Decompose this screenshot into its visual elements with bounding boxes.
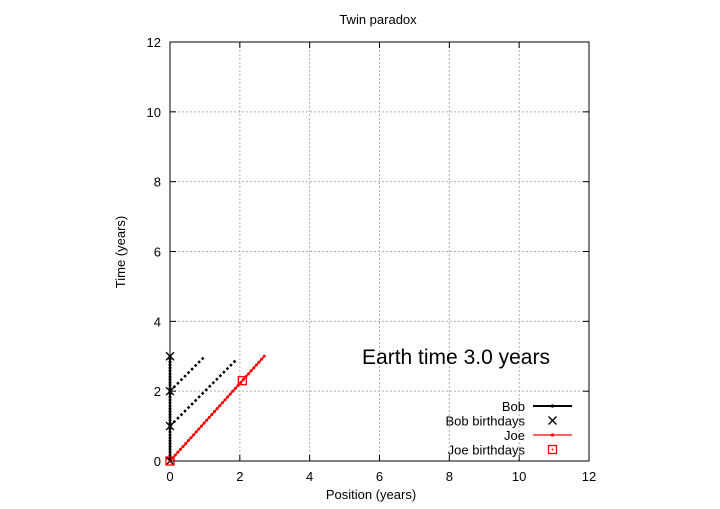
y-tick-label: 12 xyxy=(147,35,161,50)
x-tick-label: 10 xyxy=(512,469,526,484)
joe-point xyxy=(249,369,253,373)
light-ray xyxy=(169,355,206,393)
x-tick-label: 6 xyxy=(376,469,383,484)
legend-sample xyxy=(547,444,558,455)
x-tick-label: 0 xyxy=(166,469,173,484)
joe-point xyxy=(207,415,211,419)
joe-point xyxy=(181,444,185,448)
joe-point xyxy=(220,401,224,405)
joe-point xyxy=(262,354,266,358)
legend-item: Joe birthdays xyxy=(448,443,558,458)
legend-item: Bob xyxy=(502,399,572,414)
joe-point xyxy=(228,392,232,396)
joe-point xyxy=(226,395,230,399)
joe-point xyxy=(215,407,219,411)
joe-point xyxy=(260,357,264,361)
x-axis-label: Position (years) xyxy=(326,487,416,502)
legend-item: Bob birthdays xyxy=(446,414,557,429)
legend-item: Joe xyxy=(504,428,572,443)
y-tick-label: 4 xyxy=(154,314,161,329)
joe-point xyxy=(231,389,235,393)
legend-sample-point xyxy=(550,404,555,408)
light-ray xyxy=(169,358,238,427)
x-tick-label: 4 xyxy=(306,469,313,484)
y-tick-label: 2 xyxy=(154,384,161,399)
joe-point xyxy=(254,363,258,367)
grid xyxy=(170,42,589,461)
joe-point xyxy=(184,442,188,446)
legend-label: Joe birthdays xyxy=(448,443,526,458)
joe-point xyxy=(239,380,243,384)
x-tick-label: 12 xyxy=(582,469,596,484)
legend-sample-point xyxy=(551,448,554,451)
legend-label: Bob birthdays xyxy=(446,414,526,429)
series-layer xyxy=(165,351,266,466)
joe-point xyxy=(186,439,190,443)
earth-time-annotation: Earth time 3.0 years xyxy=(362,346,550,369)
y-tick-label: 8 xyxy=(154,175,161,190)
y-axis-label: Time (years) xyxy=(113,216,128,288)
joe-point xyxy=(189,436,193,440)
y-tick-label: 10 xyxy=(147,105,161,120)
joe-point xyxy=(210,412,214,416)
x-tick-label: 8 xyxy=(446,469,453,484)
joe-point xyxy=(205,418,209,422)
joe-point xyxy=(194,430,198,434)
chart-title: Twin paradox xyxy=(339,12,417,27)
legend-sample xyxy=(548,416,557,425)
joe-point xyxy=(199,424,203,428)
joe-point xyxy=(218,404,222,408)
ticks: 0 2 4 6 8 10 12 0 2 4 6 8 10 12 xyxy=(147,35,597,484)
joe-point xyxy=(257,360,261,364)
joe-point xyxy=(192,433,196,437)
x-tick-label: 2 xyxy=(236,469,243,484)
legend-label: Bob xyxy=(502,399,525,414)
joe-point xyxy=(213,410,217,414)
legend-label: Joe xyxy=(504,428,525,443)
joe-point xyxy=(178,447,182,451)
joe-point xyxy=(223,398,227,402)
joe-point xyxy=(197,427,201,431)
legend-sample-point xyxy=(550,433,555,437)
joe-point xyxy=(252,366,256,370)
joe-point xyxy=(247,372,251,376)
joe-birthday-marker xyxy=(237,376,247,386)
y-tick-label: 6 xyxy=(154,245,161,260)
joe-point xyxy=(176,450,180,454)
joe-point xyxy=(202,421,206,425)
joe-point xyxy=(233,386,237,390)
joe-point xyxy=(173,453,177,457)
y-tick-label: 0 xyxy=(154,454,161,469)
